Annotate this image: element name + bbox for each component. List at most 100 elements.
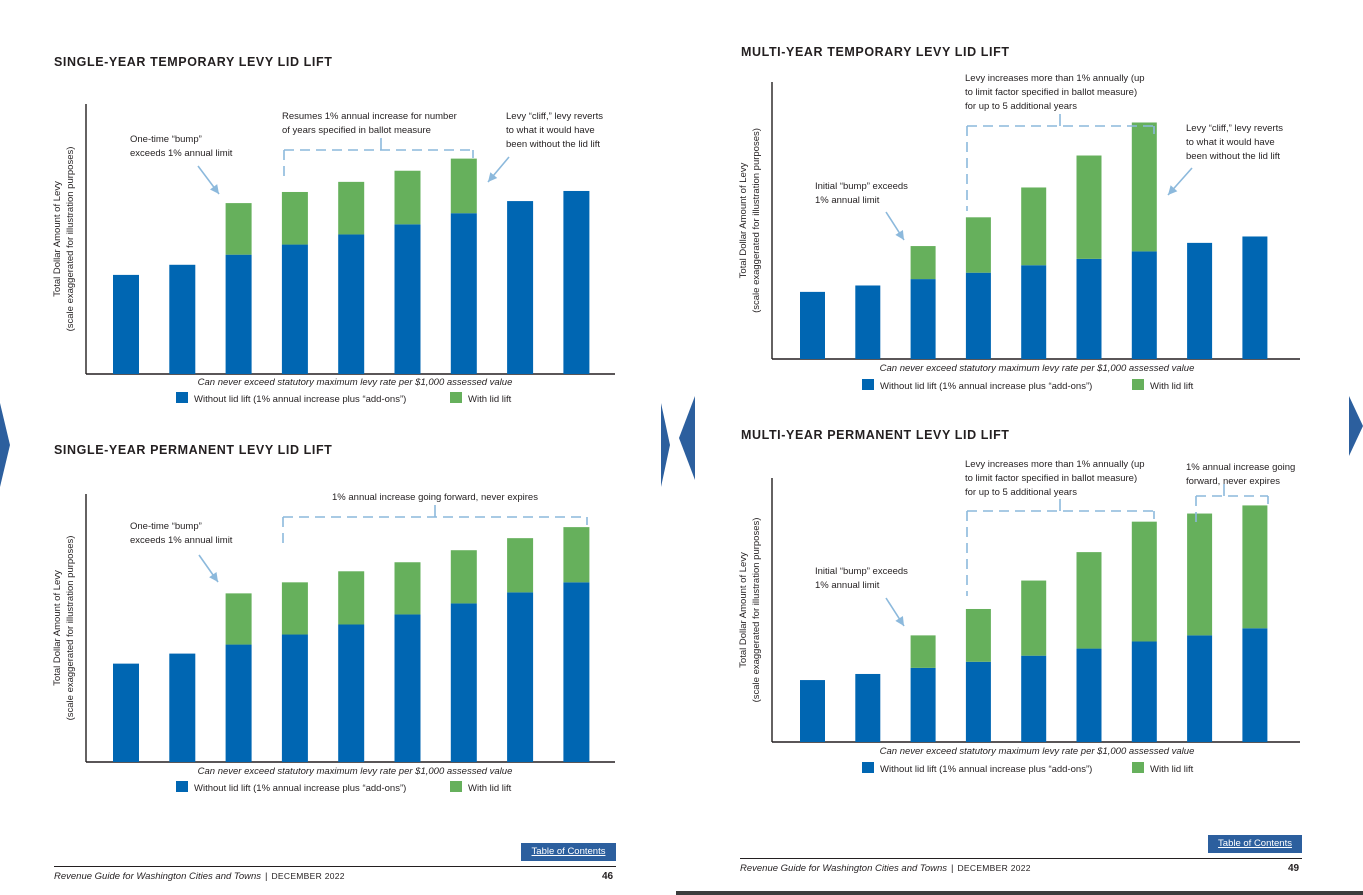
bar-with-lid-lift [1131, 122, 1157, 252]
bar-with-lid-lift [338, 571, 365, 625]
bar-with-lid-lift [507, 538, 534, 593]
annotation-bracket [966, 499, 1155, 596]
annotation-text: Resumes 1% annual increase for number [282, 111, 457, 122]
legend-swatch-with [450, 392, 462, 403]
bar-with-lid-lift [1187, 513, 1213, 636]
chart-title: MULTI-YEAR TEMPORARY LEVY LID LIFT [741, 45, 1010, 59]
next-page-arrow-icon[interactable] [661, 403, 671, 487]
y-axis-label: Total Dollar Amount of Levy [738, 552, 749, 668]
bar-without-lid-lift [1131, 251, 1157, 359]
bar-without-lid-lift [563, 582, 590, 762]
next-page-right-arrow-icon[interactable] [1349, 396, 1363, 456]
legend-label-with: With lid lift [1150, 764, 1194, 775]
annotation-text: Levy “cliff,” levy reverts [506, 111, 603, 122]
footer-guide-name: Revenue Guide for Washington Cities and … [54, 871, 262, 882]
annotation-text: for up to 5 additional years [965, 101, 1077, 112]
bar-without-lid-lift [1076, 648, 1102, 742]
bar-without-lid-lift [394, 614, 421, 762]
annotation-text: 1% annual increase going [1186, 462, 1295, 473]
page-number: 46 [602, 871, 614, 882]
annotation-text: to what it would have [1186, 137, 1275, 148]
footer-separator: | [951, 863, 954, 874]
chart-svg: Total Dollar Amount of Levy (scale exagge… [738, 459, 1300, 775]
bar-without-lid-lift [225, 254, 252, 374]
bar-with-lid-lift [281, 582, 308, 635]
prev-page-left-arrow-icon[interactable] [0, 403, 10, 487]
legend-label-without: Without lid lift (1% annual increase plu… [194, 394, 406, 405]
annotation-text: Levy increases more than 1% annually (up [965, 73, 1145, 84]
annotation-text: to what it would have [506, 125, 595, 136]
annotation-text: One-time “bump” [130, 521, 202, 532]
legend-label-without: Without lid lift (1% annual increase plu… [880, 381, 1092, 392]
bar-with-lid-lift [394, 170, 421, 225]
footer-title: Revenue Guide for Washington Cities and … [54, 871, 345, 882]
statutory-limit-note: Can never exceed statutory maximum levy … [198, 377, 513, 388]
bar-without-lid-lift [169, 264, 196, 374]
annotation-text: for up to 5 additional years [965, 487, 1077, 498]
chart-single-year-temporary: SINGLE-YEAR TEMPORARY LEVY LID LIFT Tota… [0, 0, 675, 420]
bar-without-lid-lift [910, 667, 936, 742]
annotation-text: One-time “bump” [130, 134, 202, 145]
bar-without-lid-lift [1021, 265, 1047, 359]
page-right: MULTI-YEAR TEMPORARY LEVY LID LIFT Total… [676, 0, 1363, 895]
annotation-text: Initial “bump” exceeds [815, 566, 908, 577]
bar-with-lid-lift [1021, 187, 1047, 266]
bar-without-lid-lift [1242, 628, 1268, 742]
bar-without-lid-lift [800, 680, 825, 742]
chart-title: SINGLE-YEAR TEMPORARY LEVY LID LIFT [54, 55, 333, 69]
annotation-text: exceeds 1% annual limit [130, 535, 233, 546]
annotation-text: Initial “bump” exceeds [815, 181, 908, 192]
annotation-bracket [283, 138, 474, 180]
bar-without-lid-lift [855, 285, 881, 359]
chart-svg: Total Dollar Amount of Levy (scale exagge… [52, 104, 615, 405]
annotation-text: Levy increases more than 1% annually (up [965, 459, 1145, 470]
bar-without-lid-lift [1021, 655, 1047, 742]
annotation-text: forward, never expires [1186, 476, 1280, 487]
bar-with-lid-lift [338, 181, 365, 235]
prev-page-arrow-icon[interactable] [679, 396, 695, 480]
chart-svg: Total Dollar Amount of Levy (scale exagge… [738, 73, 1300, 392]
bar-with-lid-lift [1021, 580, 1047, 656]
annotation-arrowhead [895, 229, 904, 240]
annotation-arrowhead [210, 184, 219, 194]
annotation-text: Levy “cliff,” levy reverts [1186, 123, 1283, 134]
y-axis-sublabel: (scale exaggerated for illustration purp… [65, 536, 76, 721]
footer-separator: | [265, 871, 268, 882]
bar-without-lid-lift [281, 634, 308, 762]
legend-label-without: Without lid lift (1% annual increase plu… [194, 783, 406, 794]
bar-with-lid-lift [965, 217, 991, 273]
bar-without-lid-lift [965, 272, 991, 359]
bar-without-lid-lift [507, 201, 534, 374]
annotation-text: 1% annual limit [815, 580, 880, 591]
chart-svg: Total Dollar Amount of Levy (scale exagge… [52, 492, 615, 794]
footer-divider [740, 858, 1302, 859]
table-of-contents-button[interactable]: Table of Contents [1208, 835, 1302, 853]
legend-label-with: With lid lift [468, 394, 512, 405]
legend-swatch-with [1132, 379, 1144, 390]
chart-single-year-permanent: SINGLE-YEAR PERMANENT LEVY LID LIFT Tota… [0, 0, 675, 820]
annotation-bracket [966, 114, 1155, 211]
legend-label-with: With lid lift [1150, 381, 1194, 392]
annotation-arrowhead [488, 172, 498, 182]
bar-with-lid-lift [1242, 505, 1268, 629]
bar-without-lid-lift [563, 190, 590, 374]
annotation-text: been without the lid lift [506, 139, 600, 150]
legend-label-with: With lid lift [468, 783, 512, 794]
table-of-contents-button[interactable]: Table of Contents [521, 843, 616, 861]
bar-without-lid-lift [394, 224, 421, 374]
annotation-bracket [1195, 484, 1269, 526]
bar-without-lid-lift [1131, 641, 1157, 742]
annotation-text: to limit factor specified in ballot meas… [965, 87, 1137, 98]
legend-swatch-with [450, 781, 462, 792]
footer-guide-name: Revenue Guide for Washington Cities and … [740, 863, 948, 874]
y-axis-sublabel: (scale exaggerated for illustration purp… [751, 128, 762, 313]
annotation-text: exceeds 1% annual limit [130, 148, 233, 159]
chart-multi-year-temporary: MULTI-YEAR TEMPORARY LEVY LID LIFT Total… [676, 0, 1363, 420]
bar-without-lid-lift [965, 661, 991, 742]
bar-with-lid-lift [563, 527, 590, 583]
bar-with-lid-lift [450, 550, 477, 604]
annotation-arrowhead [1168, 185, 1178, 195]
y-axis-label: Total Dollar Amount of Levy [52, 570, 63, 686]
bar-without-lid-lift [450, 603, 477, 762]
bar-without-lid-lift [338, 624, 365, 762]
